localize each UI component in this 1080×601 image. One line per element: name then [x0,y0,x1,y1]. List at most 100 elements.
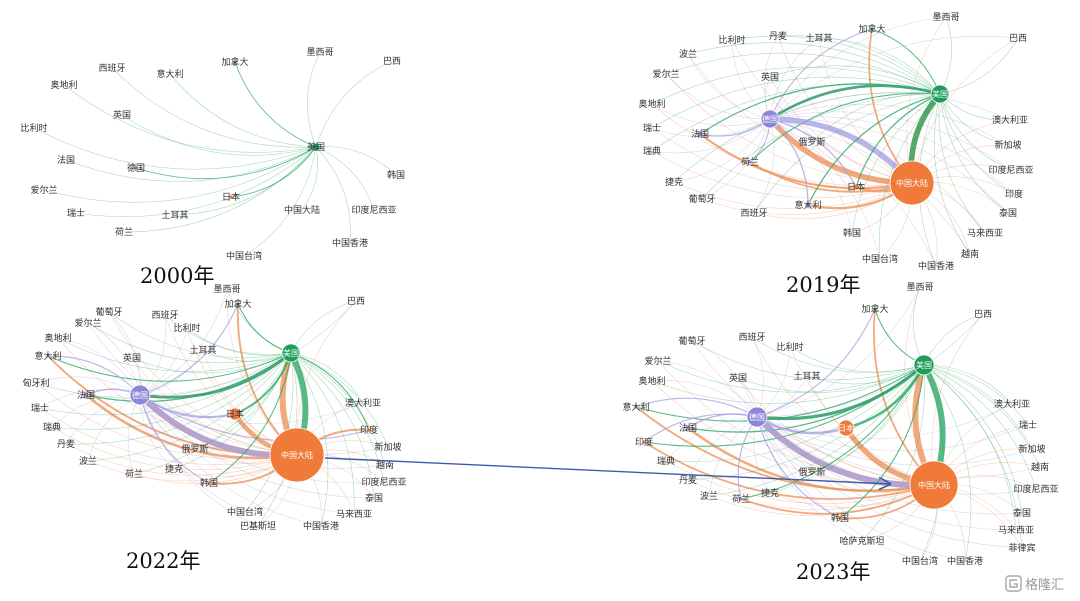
country-node-e697a5e69cac: 日本 [226,407,244,421]
country-label: 奥地利 [638,375,665,387]
country-node-e4b8b9e9baa6: 丹麦 [57,438,75,450]
trade-link [290,352,385,483]
trade-link [657,360,925,393]
trade-link [643,413,758,443]
country-node-e5a2a8e8a5bfe593a5: 墨西哥 [306,47,333,58]
country-node-e59c9fe880b3e585b6: 土耳其 [189,344,216,356]
trade-link [923,364,1029,426]
watermark-text: 格隆汇 [1025,577,1064,593]
trade-link [769,37,820,120]
country-node-e4b8ade59bbde5a4a7e99986: 中国大陆 [909,460,959,510]
trade-link [756,416,841,519]
country-node-e99fa9e59bbd: 韩国 [831,512,849,524]
country-label: 荷兰 [741,156,759,168]
trade-link [139,303,239,396]
country-node-e6af94e588a9e697b6: 比利时 [718,34,745,46]
country-node-e88db7e585b0: 荷兰 [125,468,143,480]
country-node-e88db7e585b0: 荷兰 [741,156,759,168]
node-circle [889,160,935,206]
country-label: 法国 [691,128,709,140]
trade-link [307,51,321,148]
node-circle [206,480,212,486]
country-node-e5a5a5e59cb0e588a9: 奥地利 [638,375,665,387]
country-node-e4b8ade59bbde58fb0e6b9be: 中国台湾 [227,506,263,518]
country-node-e4b8b9e9baa6: 丹麦 [679,474,697,486]
country-label: 奥地利 [50,79,77,91]
trade-link [133,352,292,475]
node-circle [746,406,768,428]
trade-link [651,118,771,154]
trade-link [673,91,941,183]
trade-link [874,308,925,366]
country-label: 马来西亚 [336,509,372,520]
country-label: 西班牙 [740,207,767,219]
trade-link [85,352,292,403]
trade-link [939,93,1009,214]
trade-link [43,146,317,203]
trade-link [290,352,329,527]
country-label: 瑞典 [43,421,61,433]
country-node-e58aa0e68bbfe5a4a7: 加拿大 [221,56,248,68]
trade-link [923,364,1023,549]
country-node-e6b3b0e59bbd: 泰国 [1013,507,1031,519]
trade-link [65,146,317,182]
country-node-e8a5bfe78fade78999: 西班牙 [98,62,125,74]
country-label: 美国 [307,141,325,153]
country-label: 英国 [123,352,141,364]
country-node-e9a9ace69da5e8a5bfe4ba9a: 马来西亚 [998,525,1034,536]
country-node-e68db7e5858b: 捷克 [165,463,183,475]
country-node-e58db0e5baa6e5b0bce8a5bfe4ba9a: 印度尼西亚 [361,476,406,488]
trade-link [699,133,913,190]
country-label: 德国 [762,114,778,124]
country-node-e696b0e58aa0e59da1: 新加坡 [994,139,1021,151]
trade-link [139,394,370,442]
country-node-e6b395e59bbd: 法国 [77,389,95,401]
country-node-e7919ee5a3ab: 瑞士 [643,122,661,134]
trade-link [756,416,1023,549]
node-circle [228,407,242,421]
country-node-e9a9ace69da5e8a5bfe4ba9a: 马来西亚 [967,228,1003,239]
node-circle [311,142,321,152]
country-label: 匈牙利 [22,377,49,389]
node-circle [235,301,241,307]
country-label: 墨西哥 [213,284,240,295]
country-node-e788b1e5b094e585b0: 爱尔兰 [652,68,679,80]
trade-link [818,37,941,95]
country-node-e697a5e69cac: 日本 [847,181,865,193]
trade-link [939,93,1012,171]
trade-link [290,352,370,431]
trade-link [769,118,853,234]
country-label: 菲律宾 [1008,542,1035,554]
country-node-e68db7e5858b: 捷克 [665,176,683,188]
trade-link [769,118,1009,214]
trade-link [939,16,953,95]
country-label: 捷克 [165,463,183,475]
trade-link [769,92,1011,121]
country-node-e891a1e89084e78999: 葡萄牙 [688,193,715,205]
trade-link [939,93,1015,195]
country-node-e6beb3e5a4a7e588a9e4ba9a: 澳大利亚 [992,114,1028,126]
country-node-e5a2a8e8a5bfe593a5: 墨西哥 [932,12,959,23]
country-node-e5b7b4e8a5bf: 巴西 [347,296,365,307]
country-node-e4b8ade59bbde58fb0e6b9be: 中国台湾 [226,250,262,262]
country-node-e6beb3e5a4a7e588a9e4ba9a: 澳大利亚 [345,397,381,409]
country-label: 丹麦 [57,438,75,450]
trade-link [51,426,298,471]
country-node-e59c9fe880b3e585b6: 土耳其 [161,209,188,221]
country-label: 葡萄牙 [678,335,705,347]
country-label: 日本 [226,408,244,420]
trade-link [687,53,771,120]
trade-link [290,352,375,499]
trade-link [139,394,210,484]
country-node-e8a5bfe78fade78999: 西班牙 [740,207,767,219]
country-node-e5beb7e59bbd: 德国 [127,162,145,174]
trade-link [635,397,758,418]
country-label: 丹麦 [769,30,787,42]
node-circle [869,26,875,32]
trade-link [243,146,317,257]
country-node-e7919ee5a3ab: 瑞士 [31,402,49,414]
country-node-e4b8ade59bbde9a699e6b8af: 中国香港 [303,520,339,532]
